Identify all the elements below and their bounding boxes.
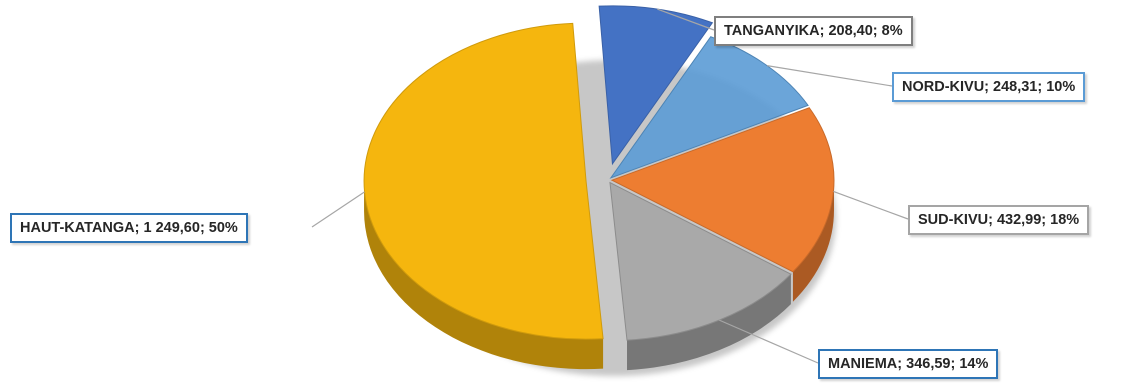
leader-line-nord-kivu — [766, 65, 893, 87]
leader-line-haut-katanga — [311, 191, 365, 228]
data-label-nord-kivu: NORD-KIVU; 248,31; 10% — [892, 72, 1086, 102]
pie-slice-tanganyika — [598, 5, 714, 166]
data-label-haut-katanga: HAUT-KATANGA; 1 249,60; 50% — [10, 213, 248, 243]
pie-slice-sud-kivu — [610, 107, 835, 273]
pie-slice-side-sud-kivu — [792, 180, 834, 302]
data-label-tanganyika: TANGANYIKA; 208,40; 8% — [714, 16, 913, 46]
pie-slice-maniema — [609, 181, 792, 341]
data-label-sud-kivu: SUD-KIVU; 432,99; 18% — [908, 205, 1090, 235]
pie-slice-side-maniema — [627, 274, 791, 371]
pie-slice-haut-katanga — [363, 22, 604, 340]
leader-line-maniema — [719, 319, 819, 364]
data-label-maniema: MANIEMA; 346,59; 14% — [818, 349, 999, 379]
leader-line-sud-kivu — [833, 190, 909, 220]
pie-slice-side-haut-katanga — [364, 181, 604, 370]
leader-line-tanganyika — [657, 8, 715, 31]
